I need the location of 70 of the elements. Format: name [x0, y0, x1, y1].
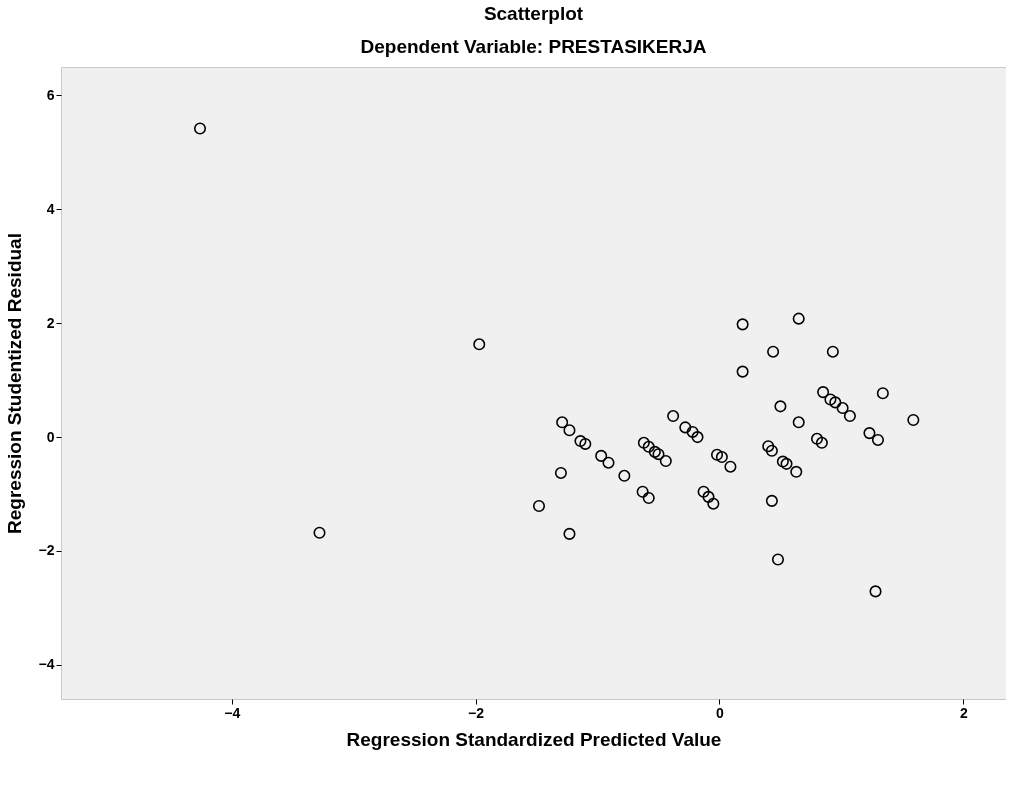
- point: [697, 485, 710, 498]
- point: [776, 455, 789, 468]
- point: [473, 338, 486, 351]
- point: [771, 553, 785, 566]
- point: [636, 485, 649, 498]
- y-tick-label: 0: [46, 428, 55, 445]
- point: [792, 416, 805, 429]
- point: [724, 460, 737, 473]
- point: [637, 436, 650, 449]
- x-axis-title: Regression Standardized Predicted Value: [346, 728, 722, 750]
- point: [563, 424, 576, 437]
- point: [780, 457, 793, 470]
- point: [532, 499, 546, 513]
- point: [659, 454, 672, 468]
- point: [648, 445, 661, 458]
- point: [876, 387, 889, 400]
- point: [792, 312, 805, 325]
- point: [907, 413, 920, 427]
- point: [574, 435, 587, 448]
- chart-title: Scatterplot: [483, 3, 584, 24]
- point: [767, 345, 780, 358]
- y-axis-title: Regression Studentized Residual: [3, 233, 25, 534]
- point: [710, 448, 724, 461]
- point: [642, 491, 655, 505]
- point: [736, 365, 749, 378]
- y-tick-label: 6: [46, 86, 55, 103]
- point: [602, 456, 615, 469]
- point: [863, 427, 876, 440]
- point: [824, 393, 837, 406]
- x-tick-label: −4: [224, 704, 241, 721]
- y-tick-label: −2: [38, 542, 55, 559]
- point: [563, 527, 576, 540]
- point: [595, 449, 608, 462]
- x-tick-label: −2: [468, 704, 485, 721]
- point: [815, 436, 828, 449]
- point: [679, 421, 692, 434]
- point: [871, 433, 885, 446]
- point: [715, 450, 728, 464]
- point: [765, 494, 778, 507]
- point: [869, 585, 882, 598]
- point: [817, 386, 830, 399]
- point: [686, 425, 699, 438]
- point: [702, 490, 715, 503]
- point: [556, 416, 569, 429]
- point: [579, 437, 592, 450]
- point: [667, 409, 680, 423]
- point: [554, 466, 567, 479]
- point: [736, 318, 749, 331]
- point: [829, 396, 842, 409]
- point: [313, 526, 326, 539]
- x-tick-label: 2: [959, 704, 968, 721]
- point: [790, 465, 803, 478]
- y-tick-label: −4: [38, 656, 55, 673]
- point: [836, 402, 849, 415]
- point: [762, 440, 775, 453]
- point: [843, 409, 856, 423]
- chart-subtitle: Dependent Variable: PRESTASIKERJA: [360, 36, 707, 57]
- x-tick-label: 0: [716, 704, 725, 721]
- point: [618, 469, 631, 482]
- point: [765, 444, 778, 457]
- point: [707, 497, 720, 510]
- point: [691, 431, 704, 444]
- point: [826, 345, 839, 358]
- point: [193, 122, 207, 135]
- y-tick-label: 4: [46, 200, 55, 217]
- point: [774, 400, 787, 413]
- point: [810, 432, 824, 445]
- point: [642, 440, 655, 453]
- point: [652, 448, 665, 461]
- y-tick-label: 2: [46, 314, 55, 331]
